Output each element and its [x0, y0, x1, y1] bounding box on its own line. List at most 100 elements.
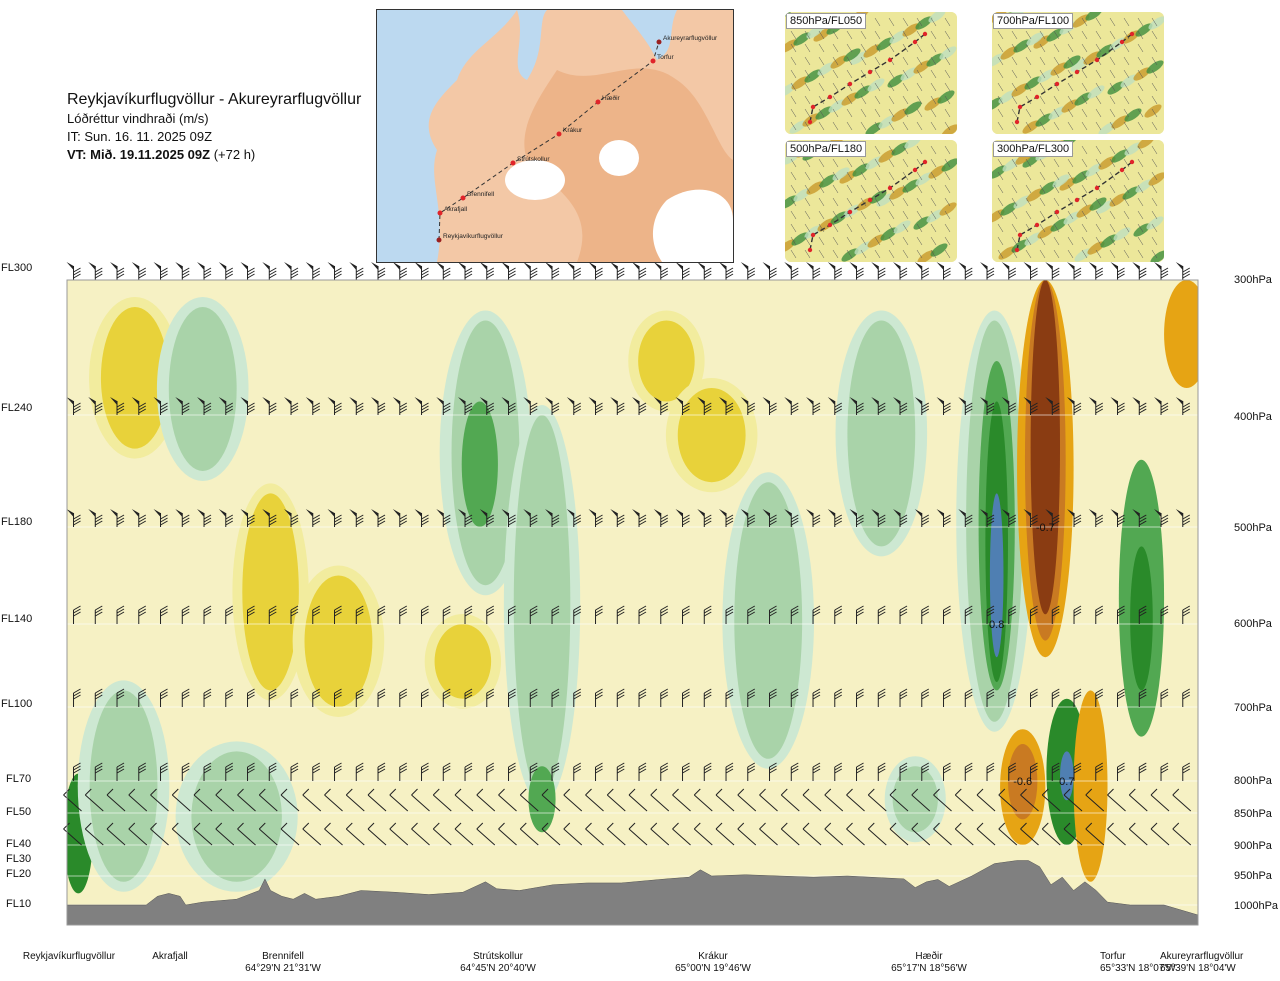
wind-barb	[355, 762, 364, 781]
wind-barb	[458, 509, 473, 527]
wind-barb	[638, 688, 647, 707]
wind-barb	[312, 762, 321, 781]
wind-barb	[519, 822, 539, 846]
wind-barb	[436, 509, 451, 527]
fl-label: FL30	[6, 853, 32, 865]
hpa-label: 600hPa	[1234, 618, 1272, 630]
wind-barb	[762, 262, 777, 280]
wind-barb	[73, 688, 81, 707]
wind-barb	[458, 397, 473, 415]
wind-barb	[1045, 397, 1060, 415]
wind-barb	[1030, 688, 1038, 707]
wind-barb	[377, 605, 386, 624]
wind-barb	[638, 605, 647, 624]
hpa-label: 900hPa	[1234, 840, 1272, 852]
wind-barb	[715, 788, 735, 812]
wind-barb	[529, 762, 538, 781]
panel-500[interactable]: 500hPa/FL180	[785, 140, 957, 262]
wind-barb	[650, 822, 670, 846]
wind-barb	[1030, 605, 1038, 624]
lead-time: (+72 h)	[213, 147, 256, 162]
wind-barb	[762, 509, 777, 527]
wind-barb	[610, 262, 625, 280]
wind-barb	[262, 397, 277, 415]
wind-barb	[1045, 509, 1060, 527]
wind-barb	[377, 688, 386, 707]
hpa-label: 300hPa	[1234, 274, 1272, 286]
panel-300[interactable]: 300hPa/FL300	[992, 140, 1164, 262]
wind-barb	[1154, 509, 1169, 527]
panel-500-label: 500hPa/FL180	[786, 141, 867, 157]
wind-barb	[160, 605, 168, 624]
wind-barb	[759, 822, 778, 846]
wind-barb	[921, 688, 930, 707]
panel-850[interactable]: 850hPa/FL050	[785, 12, 957, 134]
wind-barb	[203, 605, 212, 624]
contour-down	[1164, 280, 1198, 388]
wind-barb	[160, 762, 168, 781]
wind-barb	[1023, 262, 1038, 280]
wind-barb	[914, 397, 930, 415]
wind-barb	[545, 397, 560, 415]
wind-barb	[414, 397, 429, 415]
wind-barb	[616, 762, 625, 781]
wind-barb	[349, 509, 364, 527]
wind-barb	[1020, 822, 1039, 846]
contour-value: -0.7	[1036, 522, 1055, 534]
wind-barb	[954, 822, 974, 846]
wind-barb	[458, 262, 473, 280]
wind-barb	[1160, 762, 1169, 781]
wind-barb	[1110, 262, 1125, 280]
wind-barb	[1067, 397, 1082, 415]
wind-barb	[377, 762, 386, 781]
contour-up	[847, 320, 916, 547]
wind-barb	[976, 788, 996, 812]
wind-barb	[1001, 509, 1017, 527]
station-label: Strútskollur 64°45'N 20°40'W	[460, 951, 536, 974]
contour-down	[1030, 280, 1061, 615]
wind-barb	[247, 605, 255, 624]
wind-barb	[181, 762, 190, 781]
wind-barb	[88, 509, 103, 527]
wind-barb	[573, 762, 582, 781]
wind-barb	[432, 788, 452, 812]
fl-label: FL20	[6, 868, 32, 880]
wind-barb	[806, 262, 821, 280]
wind-barb	[899, 605, 908, 624]
wind-barb	[964, 762, 973, 781]
wind-barb	[411, 822, 430, 846]
route-map-svg: Akureyrarflugvöllur Torfur Hæðir Krákur Strú…	[377, 10, 733, 262]
wind-barb	[1132, 397, 1147, 415]
wind-barb	[784, 509, 799, 527]
wind-barb	[1182, 605, 1191, 624]
wind-barb	[1110, 509, 1125, 527]
wind-barb	[1128, 822, 1148, 846]
wind-barb	[812, 762, 821, 781]
variable-label: Lóðréttur vindhraði (m/s)	[67, 111, 209, 126]
wind-barb	[215, 822, 235, 846]
wind-barb	[1045, 262, 1060, 280]
wind-barb	[1008, 688, 1017, 707]
wind-barb	[529, 605, 538, 624]
contour-up	[191, 751, 282, 882]
wind-barb	[747, 762, 756, 781]
wind-barb	[682, 762, 690, 781]
route-point-label: Reykjavíkurflugvöllur	[443, 233, 504, 240]
wind-barb	[1107, 822, 1126, 846]
wind-barb	[247, 762, 255, 781]
wind-barb	[280, 822, 300, 846]
wind-barb	[479, 397, 495, 415]
panel-700[interactable]: 700hPa/FL100	[992, 12, 1164, 134]
wind-barb	[899, 762, 908, 781]
wind-barb	[827, 509, 843, 527]
route-point-label: Torfur	[657, 54, 674, 61]
wind-barb	[66, 397, 81, 415]
wind-barb	[523, 397, 538, 415]
wind-barb	[355, 605, 364, 624]
wind-barb	[131, 509, 147, 527]
wind-barb	[486, 688, 495, 707]
wind-barb	[719, 262, 734, 280]
wind-barb	[660, 762, 669, 781]
wind-barb	[954, 788, 974, 812]
wind-barb	[138, 688, 147, 707]
